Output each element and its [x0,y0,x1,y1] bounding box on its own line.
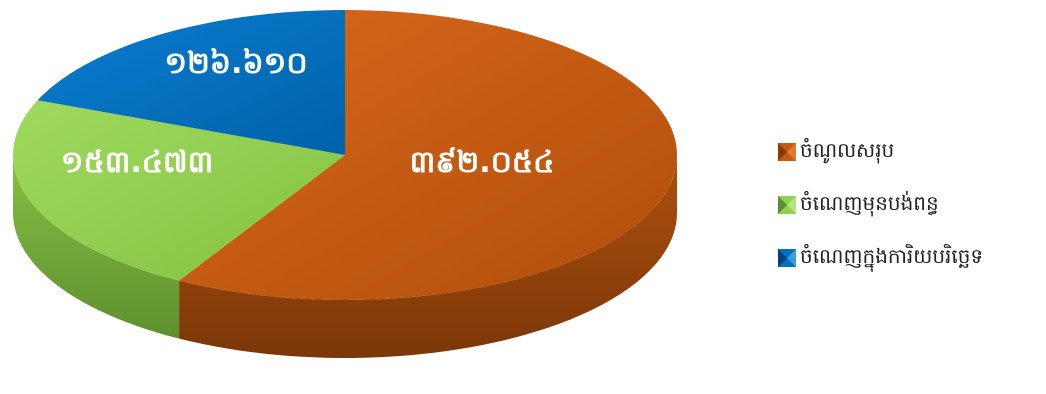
legend-label: ចំណេញក្នុងការិយបរិច្ឆេទ [800,244,984,268]
legend-swatch-green [778,196,796,214]
slice-label-total-revenue: ៣៩២.០៥៤ [410,145,555,180]
slice-total-revenue [179,10,677,300]
legend-label: ចំណេញមុនបង់ពន្ធ [800,191,939,215]
legend-label: ចំណូលសរុប [800,138,895,162]
slice-pre-tax-profit [13,100,346,281]
legend-swatch-blue [778,249,796,267]
slice-total-revenue-side [179,155,677,358]
slice-label-period-profit: ១២៦.៦១០ [164,46,307,81]
slice-label-pre-tax-profit: ១៥៣.៤៧៣ [61,145,213,180]
pie-tops [13,10,677,300]
legend-item-total-revenue: ចំណូលសរុប [778,136,1046,168]
legend-item-pre-tax-profit: ចំណេញមុនបង់ពន្ធ [778,189,1046,221]
pie-sides [13,155,677,358]
slice-period-profit [37,10,345,155]
legend-item-period-profit: ចំណេញក្នុងការិយបរិច្ឆេទ [778,242,1046,274]
slice-pre-tax-profit-side [13,155,180,339]
legend-swatch-brown [778,143,796,161]
chart-legend: ចំណូលសរុប ចំណេញមុនបង់ពន្ធ ចំណេញក្នុងការិ… [778,136,1046,295]
pie-labels: ៣៩២.០៥៤ ១៥៣.៤៧៣ ១២៦.៦១០ [61,46,555,180]
